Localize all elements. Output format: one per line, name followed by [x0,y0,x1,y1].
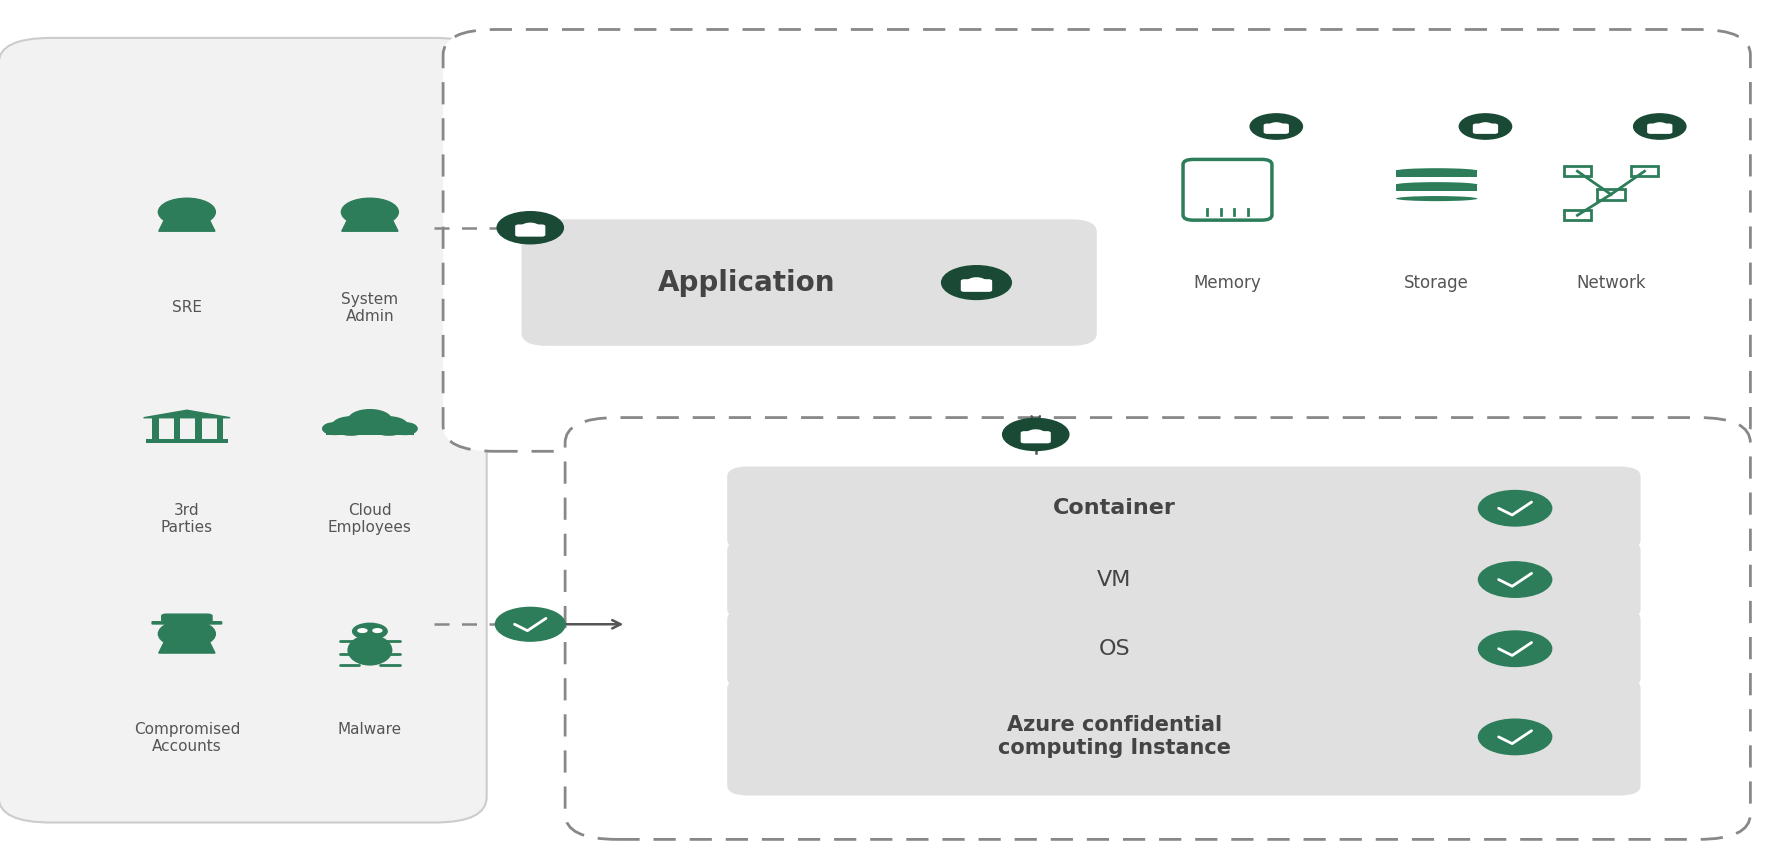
Circle shape [358,628,367,633]
Circle shape [372,628,383,633]
FancyBboxPatch shape [727,540,1641,619]
FancyBboxPatch shape [565,417,1751,839]
FancyBboxPatch shape [1396,184,1478,192]
FancyBboxPatch shape [521,219,1097,346]
Text: Storage: Storage [1403,273,1469,291]
Circle shape [158,199,216,226]
Ellipse shape [1396,196,1478,201]
FancyBboxPatch shape [1396,170,1478,177]
FancyBboxPatch shape [1263,124,1288,134]
Circle shape [941,266,1012,299]
Polygon shape [159,633,214,653]
Text: Cloud
Employees: Cloud Employees [328,503,411,535]
FancyBboxPatch shape [145,439,229,443]
Circle shape [496,607,565,642]
Text: Container: Container [1053,498,1175,518]
Text: SRE: SRE [172,301,202,315]
Circle shape [393,423,416,435]
Circle shape [1478,561,1552,597]
Circle shape [342,199,399,226]
FancyBboxPatch shape [727,678,1641,796]
FancyBboxPatch shape [443,30,1751,452]
Circle shape [370,417,408,435]
Ellipse shape [1396,168,1478,173]
FancyBboxPatch shape [152,417,159,439]
Polygon shape [144,410,230,417]
FancyBboxPatch shape [151,621,222,625]
FancyBboxPatch shape [174,417,181,439]
Text: Application: Application [657,268,835,296]
Text: Network: Network [1575,273,1646,291]
FancyBboxPatch shape [1021,431,1051,443]
FancyBboxPatch shape [161,613,213,625]
Circle shape [1634,114,1685,139]
Text: Memory: Memory [1194,273,1262,291]
Text: VM: VM [1097,569,1131,590]
Text: Malware: Malware [338,722,402,737]
Circle shape [331,417,370,435]
Text: OS: OS [1099,639,1131,659]
FancyBboxPatch shape [727,467,1641,550]
Circle shape [353,623,388,640]
FancyBboxPatch shape [0,37,487,822]
Circle shape [1249,114,1302,139]
FancyBboxPatch shape [1648,124,1673,134]
FancyBboxPatch shape [1473,124,1497,134]
Circle shape [158,620,216,648]
Text: Compromised
Accounts: Compromised Accounts [133,722,239,754]
Circle shape [1478,719,1552,755]
FancyBboxPatch shape [216,417,223,439]
Circle shape [323,423,347,435]
Polygon shape [342,211,399,231]
FancyBboxPatch shape [960,279,992,292]
Ellipse shape [1396,182,1478,187]
Circle shape [1003,418,1069,451]
Circle shape [1460,114,1512,139]
FancyBboxPatch shape [516,224,546,237]
FancyBboxPatch shape [326,426,413,435]
FancyBboxPatch shape [195,417,202,439]
Text: Azure confidential
computing Instance: Azure confidential computing Instance [998,716,1232,758]
Circle shape [1478,631,1552,666]
Text: System
Admin: System Admin [342,291,399,324]
Circle shape [1478,491,1552,526]
Text: 3rd
Parties: 3rd Parties [161,503,213,535]
Circle shape [498,211,563,244]
Ellipse shape [347,635,392,665]
FancyBboxPatch shape [727,609,1641,688]
FancyBboxPatch shape [1214,163,1240,173]
Circle shape [349,410,392,430]
Polygon shape [159,211,214,231]
